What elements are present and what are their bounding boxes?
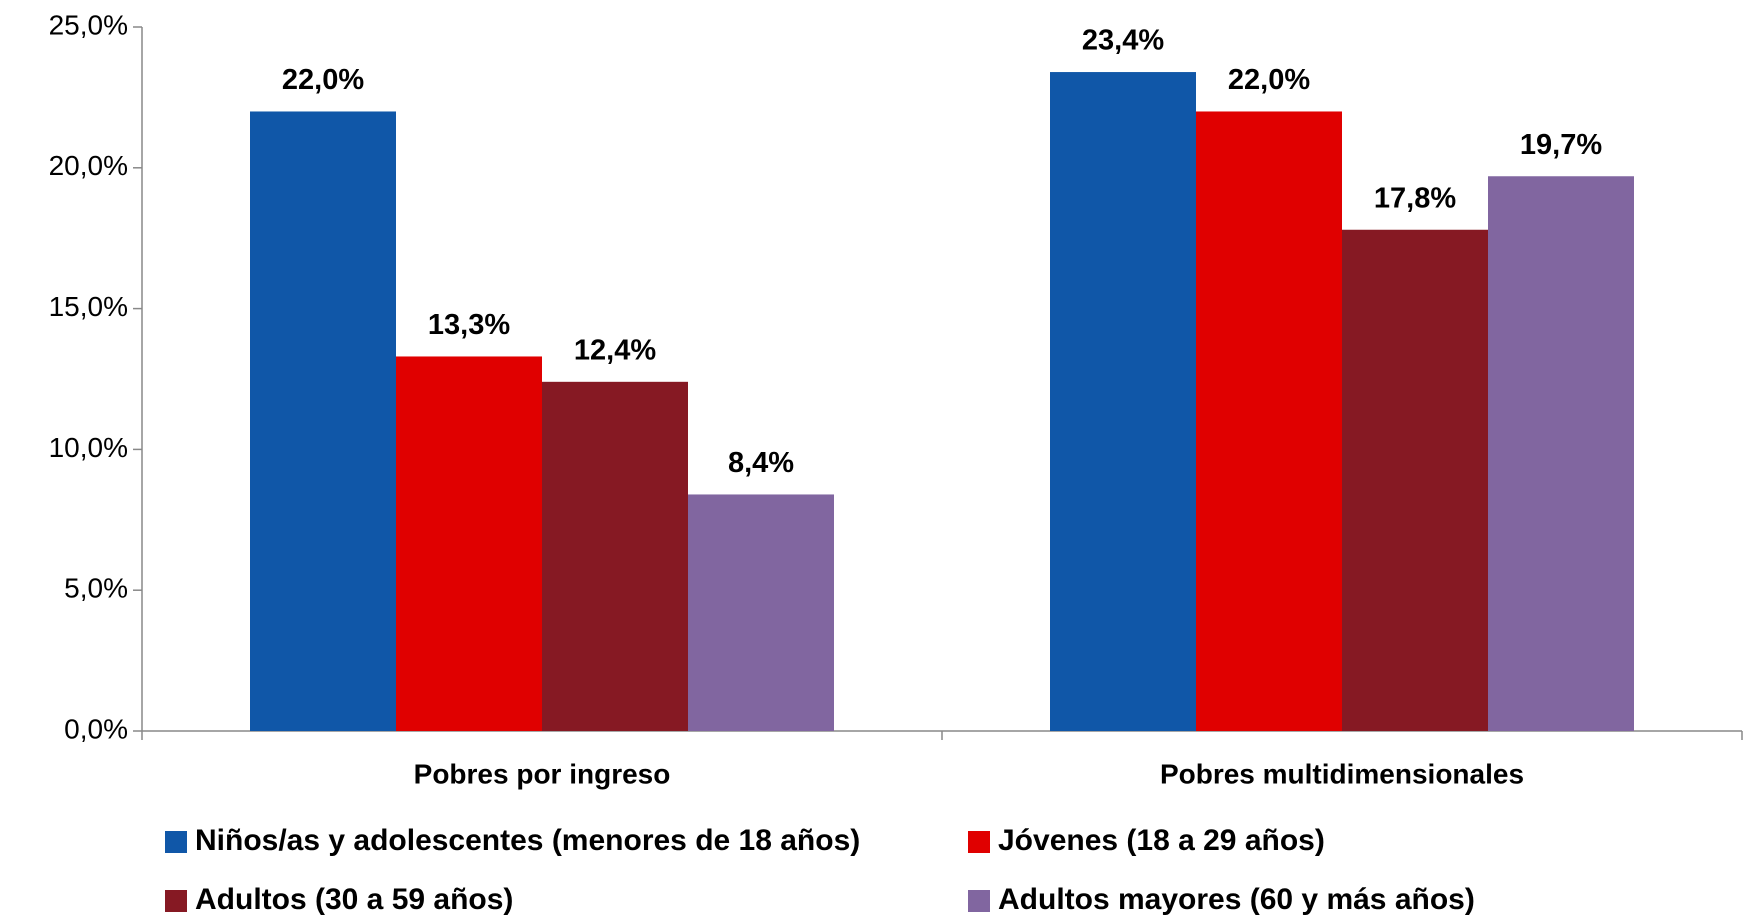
y-tick-label: 0,0% — [64, 713, 128, 744]
bar — [1196, 111, 1342, 732]
legend-swatch — [968, 831, 990, 853]
legend-label: Adultos mayores (60 y más años) — [998, 883, 1475, 916]
data-label: 12,4% — [574, 334, 656, 366]
legend-label: Jóvenes (18 a 29 años) — [998, 824, 1325, 857]
bar — [396, 356, 542, 731]
legend-swatch — [165, 831, 187, 853]
data-label: 22,0% — [282, 64, 364, 96]
bar — [250, 111, 396, 732]
y-tick-label: 10,0% — [49, 432, 128, 463]
bar — [1342, 229, 1488, 731]
data-label: 22,0% — [1228, 64, 1310, 96]
y-tick-label: 20,0% — [49, 150, 128, 181]
bar — [542, 381, 688, 731]
bar — [688, 494, 834, 731]
bar — [1488, 176, 1634, 732]
legend-label: Niños/as y adolescentes (menores de 18 a… — [195, 824, 860, 857]
x-tick-label: Pobres multidimensionales — [1160, 758, 1524, 789]
data-label: 8,4% — [728, 447, 794, 479]
x-tick-label: Pobres por ingreso — [414, 758, 671, 789]
legend-swatch — [165, 890, 187, 912]
legend-swatch — [968, 890, 990, 912]
data-label: 19,7% — [1520, 129, 1602, 161]
data-label: 23,4% — [1082, 25, 1164, 57]
data-label: 13,3% — [428, 309, 510, 341]
data-label: 17,8% — [1374, 182, 1456, 214]
y-tick-label: 5,0% — [64, 573, 128, 604]
y-tick-label: 15,0% — [49, 291, 128, 322]
legend-label: Adultos (30 a 59 años) — [195, 883, 513, 916]
y-tick-label: 25,0% — [49, 9, 128, 40]
bar — [1050, 72, 1196, 731]
